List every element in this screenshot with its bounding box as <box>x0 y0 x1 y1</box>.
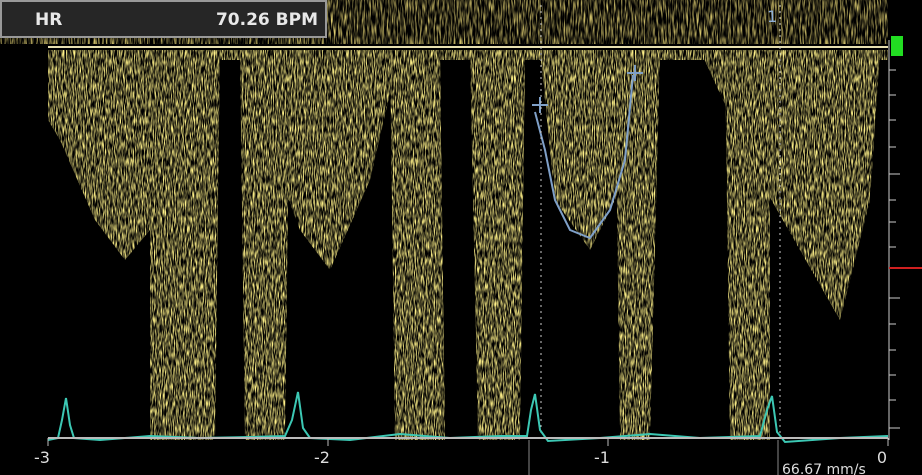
time-label: -3 <box>34 448 50 467</box>
scale-ticks <box>889 70 900 428</box>
status-indicator <box>891 36 903 56</box>
doppler-screen: 1 -3 -2 -1 0 66.67 mm/s HR 70.26 BPM <box>0 0 922 475</box>
time-label: -2 <box>314 448 330 467</box>
cursor-marker: 1 <box>767 7 777 26</box>
hr-value: 70.26 BPM <box>216 10 318 30</box>
sweep-speed: 66.67 mm/s <box>782 462 866 475</box>
time-label: 0 <box>877 448 887 467</box>
doppler-view: 1 -3 -2 -1 0 66.67 mm/s HR 70.26 BPM <box>0 0 922 475</box>
hr-label: HR <box>35 10 62 30</box>
time-label: -1 <box>594 448 610 467</box>
spectrum <box>48 50 888 440</box>
